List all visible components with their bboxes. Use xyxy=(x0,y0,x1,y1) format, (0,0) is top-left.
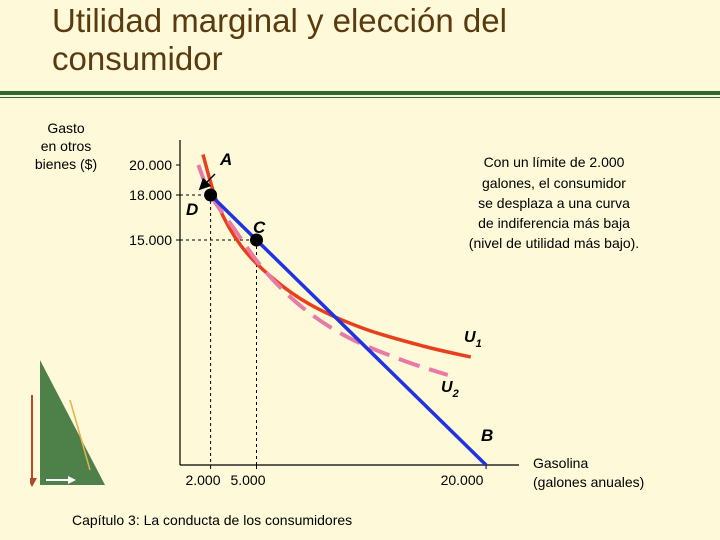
decorative-triangle-icon xyxy=(30,360,105,487)
y-axis-label-line3: bienes ($) xyxy=(35,156,97,172)
footer-chapter: Capítulo 3: La conducta de los consumido… xyxy=(72,512,353,528)
x-tick-label-2: 20.000 xyxy=(441,472,484,488)
curve-label-U1: U1 xyxy=(464,329,482,350)
point-label-C: C xyxy=(253,218,266,237)
point-label-D: D xyxy=(186,200,198,219)
x-tick-label-1: 5.000 xyxy=(230,472,265,488)
annotation-box: Con un límite de 2.000 galones, el consu… xyxy=(469,154,639,251)
curve-U1 xyxy=(201,153,472,359)
annotation-line-3: se desplaza a una curva xyxy=(478,195,630,211)
axes xyxy=(179,140,519,466)
y-axis-label-line2: en otros xyxy=(41,138,92,154)
slide-title-line2: consumidor xyxy=(52,40,223,77)
series-group: U1 U2 xyxy=(196,153,488,467)
slide-title: Utilidad marginal y elección del consumi… xyxy=(52,2,692,78)
title-divider xyxy=(0,91,720,95)
curve-label-U2: U2 xyxy=(441,379,459,400)
arrow-a-to-d xyxy=(198,173,216,191)
title-divider-thin xyxy=(0,97,720,98)
point-label-A: A xyxy=(219,150,232,169)
points-group: A D C B xyxy=(186,150,493,445)
y-tick-label-1: 18.000 xyxy=(129,187,172,203)
y-axis-label-line1: Gasto xyxy=(47,120,85,136)
axis-ticks: 20.000 18.000 15.000 2.000 5.000 20.000 xyxy=(129,157,487,488)
point-marker-D xyxy=(204,188,218,202)
annotation-line-2: galones, el consumidor xyxy=(482,175,626,191)
annotation-line-1: Con un límite de 2.000 xyxy=(484,154,625,170)
slide-title-line1: Utilidad marginal y elección del xyxy=(52,2,507,39)
point-label-B: B xyxy=(481,426,493,445)
annotation-line-4: de indiferencia más baja xyxy=(478,215,630,231)
x-axis-label-line2: (galones anuales) xyxy=(533,474,644,490)
y-tick-label-2: 15.000 xyxy=(129,232,172,248)
point-marker-C xyxy=(250,233,264,247)
y-tick-label-0: 20.000 xyxy=(129,157,172,173)
x-tick-label-0: 2.000 xyxy=(185,472,220,488)
guide-lines xyxy=(180,194,258,465)
x-axis-label-line1: Gasolina xyxy=(533,455,588,471)
annotation-line-5: (nivel de utilidad más bajo). xyxy=(469,235,639,251)
